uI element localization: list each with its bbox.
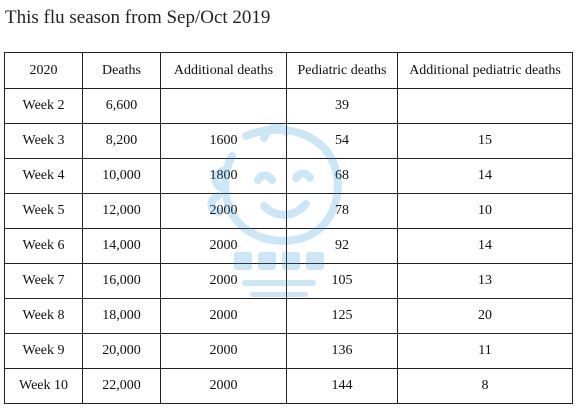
table-row: Week 10 22,000 2000 144 8 bbox=[4, 368, 573, 404]
additional-deaths-cell: 2000 bbox=[160, 263, 287, 299]
additional-pediatric-deaths-cell: 13 bbox=[397, 263, 573, 299]
table-header-row: 2020 Deaths Additional deaths Pediatric … bbox=[4, 52, 573, 89]
deaths-cell: 20,000 bbox=[82, 333, 161, 369]
table-row: Week 7 16,000 2000 105 13 bbox=[4, 263, 573, 299]
week-cell: Week 6 bbox=[4, 228, 83, 264]
additional-deaths-cell: 2000 bbox=[160, 228, 287, 264]
table-row: Week 8 18,000 2000 125 20 bbox=[4, 298, 573, 334]
additional-deaths-cell bbox=[160, 88, 287, 124]
flu-data-table: 2020 Deaths Additional deaths Pediatric … bbox=[4, 52, 573, 404]
table-row: Week 4 10,000 1800 68 14 bbox=[4, 158, 573, 194]
header-year: 2020 bbox=[4, 52, 83, 89]
additional-pediatric-deaths-cell: 14 bbox=[397, 228, 573, 264]
additional-pediatric-deaths-cell: 14 bbox=[397, 158, 573, 194]
additional-pediatric-deaths-cell bbox=[397, 88, 573, 124]
week-cell: Week 4 bbox=[4, 158, 83, 194]
deaths-cell: 16,000 bbox=[82, 263, 161, 299]
pediatric-deaths-cell: 144 bbox=[286, 368, 398, 404]
pediatric-deaths-cell: 125 bbox=[286, 298, 398, 334]
additional-deaths-cell: 2000 bbox=[160, 193, 287, 229]
additional-deaths-cell: 2000 bbox=[160, 368, 287, 404]
additional-pediatric-deaths-cell: 15 bbox=[397, 123, 573, 159]
header-pediatric-deaths: Pediatric deaths bbox=[286, 52, 398, 89]
table-row: Week 9 20,000 2000 136 11 bbox=[4, 333, 573, 369]
deaths-cell: 14,000 bbox=[82, 228, 161, 264]
table-row: Week 6 14,000 2000 92 14 bbox=[4, 228, 573, 264]
deaths-cell: 8,200 bbox=[82, 123, 161, 159]
table-row: Week 2 6,600 39 bbox=[4, 88, 573, 124]
week-cell: Week 8 bbox=[4, 298, 83, 334]
additional-pediatric-deaths-cell: 11 bbox=[397, 333, 573, 369]
additional-pediatric-deaths-cell: 8 bbox=[397, 368, 573, 404]
pediatric-deaths-cell: 105 bbox=[286, 263, 398, 299]
table-row: Week 5 12,000 2000 78 10 bbox=[4, 193, 573, 229]
week-cell: Week 5 bbox=[4, 193, 83, 229]
deaths-cell: 12,000 bbox=[82, 193, 161, 229]
header-additional-pediatric-deaths: Additional pediatric deaths bbox=[397, 52, 573, 89]
additional-deaths-cell: 2000 bbox=[160, 298, 287, 334]
header-deaths: Deaths bbox=[82, 52, 161, 89]
week-cell: Week 3 bbox=[4, 123, 83, 159]
pediatric-deaths-cell: 92 bbox=[286, 228, 398, 264]
table-row: Week 3 8,200 1600 54 15 bbox=[4, 123, 573, 159]
week-cell: Week 7 bbox=[4, 263, 83, 299]
week-cell: Week 2 bbox=[4, 88, 83, 124]
pediatric-deaths-cell: 68 bbox=[286, 158, 398, 194]
additional-pediatric-deaths-cell: 10 bbox=[397, 193, 573, 229]
header-additional-deaths: Additional deaths bbox=[160, 52, 287, 89]
additional-deaths-cell: 2000 bbox=[160, 333, 287, 369]
pediatric-deaths-cell: 78 bbox=[286, 193, 398, 229]
week-cell: Week 10 bbox=[4, 368, 83, 404]
pediatric-deaths-cell: 54 bbox=[286, 123, 398, 159]
deaths-cell: 22,000 bbox=[82, 368, 161, 404]
deaths-cell: 18,000 bbox=[82, 298, 161, 334]
deaths-cell: 10,000 bbox=[82, 158, 161, 194]
additional-deaths-cell: 1600 bbox=[160, 123, 287, 159]
deaths-cell: 6,600 bbox=[82, 88, 161, 124]
additional-pediatric-deaths-cell: 20 bbox=[397, 298, 573, 334]
page-title: This flu season from Sep/Oct 2019 bbox=[5, 7, 271, 28]
pediatric-deaths-cell: 39 bbox=[286, 88, 398, 124]
additional-deaths-cell: 1800 bbox=[160, 158, 287, 194]
week-cell: Week 9 bbox=[4, 333, 83, 369]
pediatric-deaths-cell: 136 bbox=[286, 333, 398, 369]
